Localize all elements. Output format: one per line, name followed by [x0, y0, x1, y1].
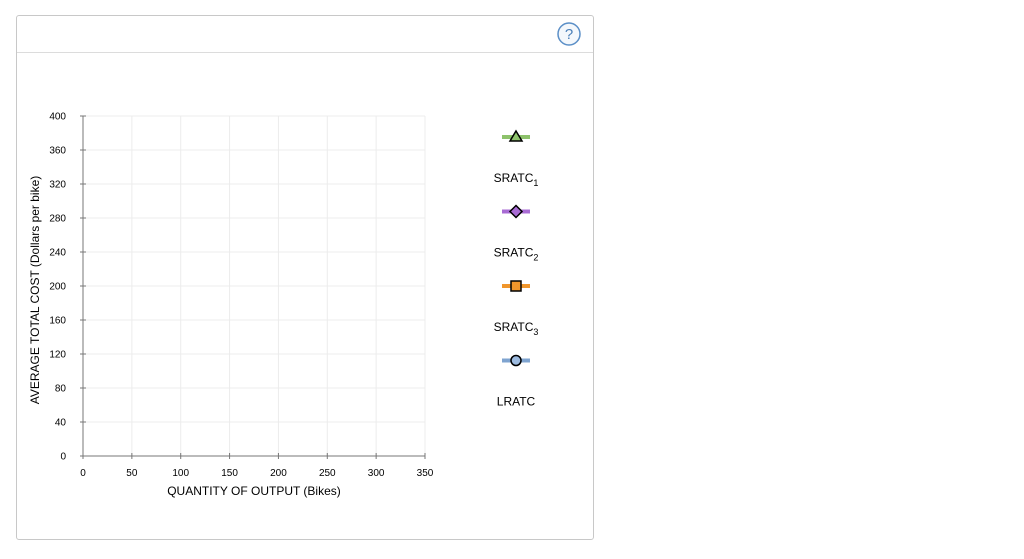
panel-header [17, 16, 593, 53]
legend-label-subscript: 3 [533, 327, 538, 337]
x-tick-label: 200 [270, 468, 287, 479]
x-tick-label: 100 [172, 468, 189, 479]
legend-label: SRATC2 [494, 246, 539, 263]
y-tick-label: 80 [55, 384, 67, 395]
legend-label-name: LRATC [497, 395, 536, 409]
legend-label-name: SRATC [494, 320, 534, 334]
y-tick-label: 400 [49, 112, 66, 123]
y-tick-label: 360 [49, 146, 66, 157]
legend-label-subscript: 2 [533, 253, 538, 263]
y-tick-label: 240 [49, 248, 66, 259]
x-tick-label: 250 [319, 468, 336, 479]
legend-label-subscript: 1 [533, 178, 538, 188]
legend-label-name: SRATC [494, 171, 534, 185]
x-tick-label: 300 [368, 468, 385, 479]
x-tick-label: 350 [417, 468, 434, 479]
y-tick-label: 320 [49, 180, 66, 191]
grid [83, 115, 426, 456]
legend-label: LRATC [497, 395, 536, 409]
graph-panel [16, 15, 594, 540]
y-tick-label: 160 [49, 316, 66, 327]
help-label: ? [565, 26, 573, 43]
y-tick-label: 280 [49, 214, 66, 225]
ticks: 0 50 100 150 200 250 300 350 0 40 80 120 160 200 240 28… [49, 112, 433, 480]
x-tick-label: 150 [221, 468, 238, 479]
y-tick-label: 120 [49, 350, 66, 361]
x-tick-label: 50 [126, 468, 138, 479]
triangle-marker-icon [508, 129, 524, 142]
legend-label: SRATC3 [494, 320, 539, 337]
question-icon[interactable]: ? [557, 22, 581, 46]
square-marker-icon [510, 280, 522, 292]
y-tick-label: 200 [49, 282, 66, 293]
legend-label: SRATC1 [494, 171, 539, 188]
y-tick-label: 40 [55, 418, 67, 429]
legend-tool-sratc2[interactable] [502, 204, 530, 219]
legend-label-name: SRATC [494, 246, 534, 260]
legend-tool-sratc3[interactable] [502, 280, 530, 292]
circle-marker-icon [510, 354, 522, 367]
x-tick-label: 0 [80, 468, 86, 479]
x-axis-title: QUANTITY OF OUTPUT (Bikes) [167, 484, 341, 498]
y-tick-label: 0 [60, 452, 66, 463]
legend-tool-sratc1[interactable] [502, 129, 530, 142]
diamond-marker-icon [508, 204, 524, 219]
y-axis-title: AVERAGE TOTAL COST (Dollars per bike) [28, 176, 42, 405]
legend-tool-lratc[interactable] [502, 354, 530, 367]
